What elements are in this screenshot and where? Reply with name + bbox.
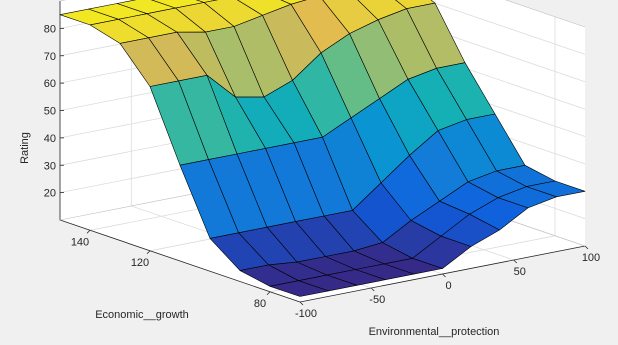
z-tick-label: 40 [44,133,56,145]
y-tick-label: 120 [131,257,149,269]
y-tick-mark [266,291,271,296]
x-tick-label: 0 [445,280,451,292]
y-tick-label: 80 [254,298,266,310]
z-tick-label: 80 [44,23,56,35]
z-tick-label: 50 [44,106,56,118]
z-tick-label: 20 [44,188,56,200]
x-axis-label: Environmental__protection [369,326,500,338]
x-tick-label: 100 [582,252,600,264]
y-axis-label: Economic__growth [95,309,189,321]
x-tick-label: -50 [369,294,385,306]
y-tick-mark [86,229,91,234]
x-tick-mark [442,273,446,278]
z-tick-label: 70 [44,51,56,63]
surface-patch [269,280,329,297]
x-tick-mark [513,259,518,264]
x-tick-label: -100 [295,308,317,320]
surface-mesh [59,0,586,297]
x-tick-mark [584,245,589,250]
surface-patch [195,0,219,3]
z-tick-label: 30 [44,160,56,172]
z-axis-label: Rating [19,132,31,164]
y-tick-label: 140 [71,236,89,248]
surface-patch [280,0,307,5]
z-tick-label: 60 [44,78,56,90]
x-tick-label: 50 [514,266,526,278]
x-tick-mark [299,301,304,306]
axis-ticks: 20 30 40 50 60 70 80 -100 -50 0 50 100 80 120 140 [44,23,600,320]
y-tick-mark [146,250,151,255]
x-tick-mark [370,287,375,292]
